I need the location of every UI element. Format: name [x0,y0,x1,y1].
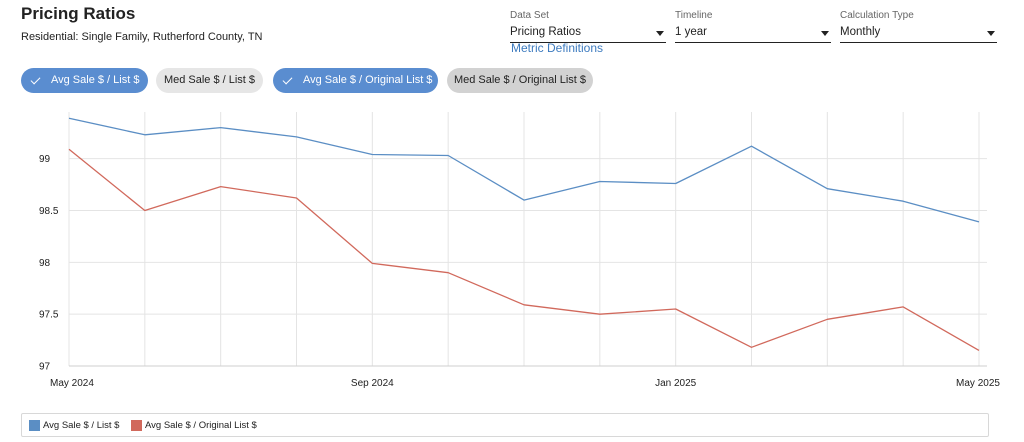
series-line-avg-sale-list [68,117,980,223]
timeline-select[interactable]: 1 year [675,25,831,43]
timeline-label: Timeline [675,10,713,21]
page-subtitle: Residential: Single Family, Rutherford C… [21,31,263,43]
y-tick-label: 98 [39,258,51,269]
chip-label: Med Sale $ / Original List $ [453,74,587,86]
y-tick-label: 98.5 [39,206,59,217]
x-tick-label: Jan 2025 [655,378,697,389]
timeline-value: 1 year [675,26,707,38]
x-tick-label: May 2024 [50,378,94,389]
checkmark-icon [30,74,41,85]
x-tick-label: May 2025 [956,378,1000,389]
x-tick-label: Sep 2024 [351,378,394,389]
chip-label: Med Sale $ / List $ [163,74,256,86]
page-title: Pricing Ratios [21,4,136,23]
y-tick-label: 97.5 [39,310,59,321]
data-set-select[interactable]: Pricing Ratios [510,25,666,43]
caret-down-icon [656,31,664,36]
calc-type-select[interactable]: Monthly [840,25,997,43]
chip-med-sale-list[interactable]: Med Sale $ / List $ [156,68,263,93]
legend-label: Avg Sale $ / List $ [43,420,120,431]
legend-swatch-blue [29,420,40,431]
chip-label: Avg Sale $ / List $ [51,74,140,86]
chip-label: Avg Sale $ / Original List $ [303,74,433,86]
data-set-label: Data Set [510,10,549,21]
chip-avg-sale-list[interactable]: Avg Sale $ / List $ [21,68,148,93]
chip-avg-sale-original-list[interactable]: Avg Sale $ / Original List $ [273,68,438,93]
chart-legend: Avg Sale $ / List $ Avg Sale $ / Origina… [21,413,989,437]
calc-type-control: Calculation Type Monthly [840,10,997,43]
y-tick-label: 99 [39,154,51,165]
legend-swatch-red [131,420,142,431]
calc-type-label: Calculation Type [840,10,914,21]
data-set-value: Pricing Ratios [510,26,581,38]
y-tick-label: 97 [39,362,51,373]
legend-label: Avg Sale $ / Original List $ [145,420,257,431]
data-set-control: Data Set Pricing Ratios [510,10,666,43]
line-chart: 97 97.5 98 98.5 99 May 2024 Sep 2024 Jan 2025 Ma… [39,112,1000,389]
calc-type-value: Monthly [840,26,881,38]
checkmark-icon [282,74,293,85]
caret-down-icon [821,31,829,36]
caret-down-icon [987,31,995,36]
timeline-control: Timeline 1 year [675,10,831,43]
metric-definitions-link[interactable]: Metric Definitions [511,41,604,55]
series-line-avg-sale-original-list [68,148,980,351]
chip-med-sale-original-list[interactable]: Med Sale $ / Original List $ [447,68,593,93]
